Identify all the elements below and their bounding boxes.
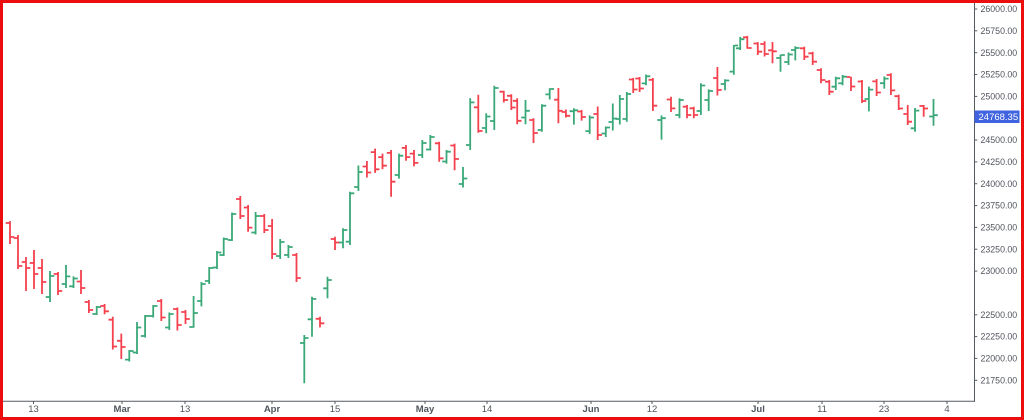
svg-text:Jun: Jun xyxy=(583,404,600,415)
svg-text:23: 23 xyxy=(879,404,890,415)
svg-text:23000.00: 23000.00 xyxy=(981,266,1018,276)
svg-text:12: 12 xyxy=(647,404,658,415)
svg-text:25000.00: 25000.00 xyxy=(981,92,1018,102)
svg-text:23500.00: 23500.00 xyxy=(981,223,1018,233)
svg-text:24500.00: 24500.00 xyxy=(981,135,1018,145)
svg-text:24000.00: 24000.00 xyxy=(981,179,1018,189)
svg-text:May: May xyxy=(416,404,435,415)
svg-text:Apr: Apr xyxy=(264,404,281,415)
svg-text:Mar: Mar xyxy=(114,404,131,415)
svg-text:Jul: Jul xyxy=(751,404,765,415)
svg-text:26000.00: 26000.00 xyxy=(981,4,1018,14)
svg-text:22500.00: 22500.00 xyxy=(981,310,1018,320)
svg-text:23750.00: 23750.00 xyxy=(981,201,1018,211)
svg-text:25250.00: 25250.00 xyxy=(981,70,1018,80)
svg-text:25750.00: 25750.00 xyxy=(981,26,1018,36)
svg-text:15: 15 xyxy=(330,404,341,415)
svg-text:24768.35: 24768.35 xyxy=(979,112,1019,123)
svg-text:24250.00: 24250.00 xyxy=(981,157,1018,167)
svg-text:25500.00: 25500.00 xyxy=(981,48,1018,58)
svg-text:4: 4 xyxy=(944,404,949,415)
svg-text:22000.00: 22000.00 xyxy=(981,354,1018,364)
svg-text:14: 14 xyxy=(482,404,493,415)
svg-text:13: 13 xyxy=(28,404,39,415)
svg-text:11: 11 xyxy=(817,404,827,415)
svg-text:13: 13 xyxy=(180,404,191,415)
svg-text:21750.00: 21750.00 xyxy=(981,375,1018,385)
svg-text:22250.00: 22250.00 xyxy=(981,332,1018,342)
svg-text:23250.00: 23250.00 xyxy=(981,244,1018,254)
